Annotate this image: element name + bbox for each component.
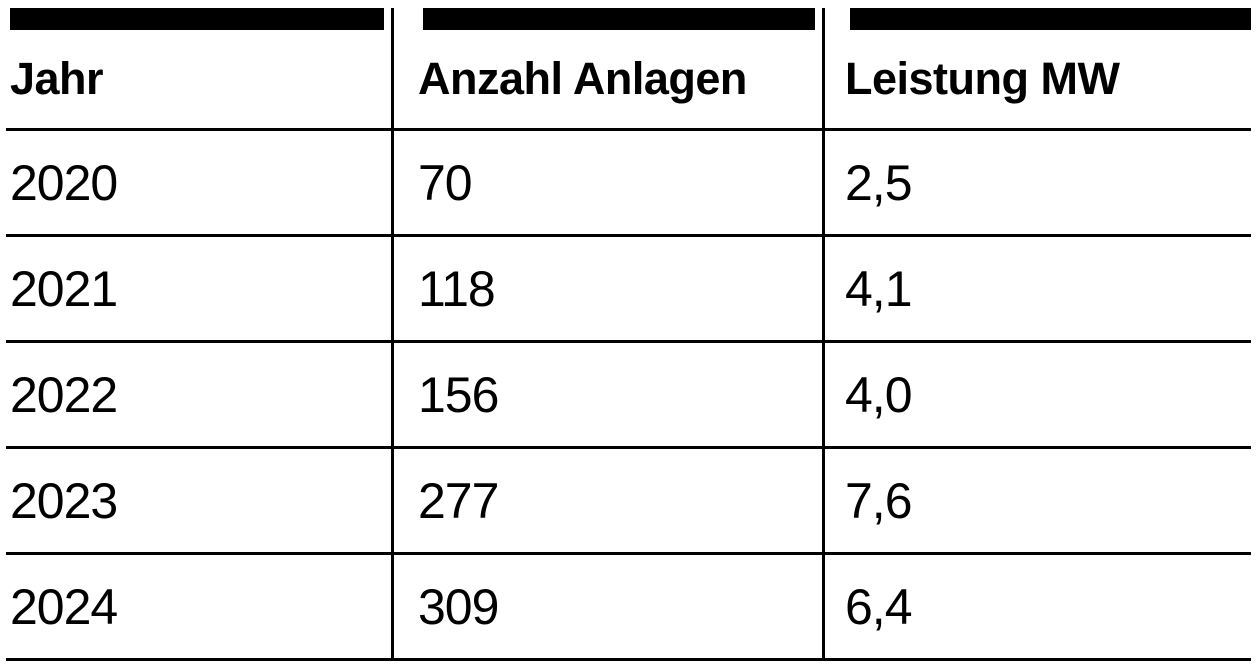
cell-anzahl-anlagen: 70 <box>391 131 822 234</box>
cell-jahr: 2021 <box>10 260 118 317</box>
column-header-leistung-mw: Leistung MW <box>822 30 1251 128</box>
top-bar-cell-leistung <box>822 8 1251 30</box>
cell-jahr: 2023 <box>10 472 118 529</box>
cell-anzahl-anlagen: 309 <box>391 555 822 658</box>
table-row: 2022 156 4,0 <box>6 343 1251 449</box>
cell-anzahl-anlagen: 156 <box>391 343 822 446</box>
top-bar-cell-anzahl <box>391 8 822 30</box>
data-table: Jahr Anzahl Anlagen Leistung MW 2020 70 … <box>6 8 1251 661</box>
table-row: 2024 309 6,4 <box>6 555 1251 661</box>
cell-leistung-mw: 4,1 <box>822 237 1251 340</box>
table-top-bar-row <box>6 8 1251 30</box>
cell-leistung-mw: 6,4 <box>822 555 1251 658</box>
cell-anzahl-anlagen: 277 <box>391 449 822 552</box>
top-bar-segment <box>10 8 384 30</box>
cell-leistung-mw: 2,5 <box>822 131 1251 234</box>
top-bar-segment <box>850 8 1251 30</box>
cell-anzahl-anlagen: 118 <box>391 237 822 340</box>
cell-jahr: 2022 <box>10 366 118 423</box>
table-row: 2021 118 4,1 <box>6 237 1251 343</box>
column-header-anzahl-anlagen: Anzahl Anlagen <box>391 30 822 128</box>
cell-jahr: 2024 <box>10 578 118 635</box>
column-header-jahr: Jahr <box>10 53 104 104</box>
cell-leistung-mw: 7,6 <box>822 449 1251 552</box>
cell-leistung-mw: 4,0 <box>822 343 1251 446</box>
table-row: 2020 70 2,5 <box>6 131 1251 237</box>
table-row: 2023 277 7,6 <box>6 449 1251 555</box>
table-header-row: Jahr Anzahl Anlagen Leistung MW <box>6 30 1251 131</box>
cell-jahr: 2020 <box>10 154 118 211</box>
top-bar-segment <box>423 8 815 30</box>
top-bar-cell-jahr <box>6 8 391 30</box>
